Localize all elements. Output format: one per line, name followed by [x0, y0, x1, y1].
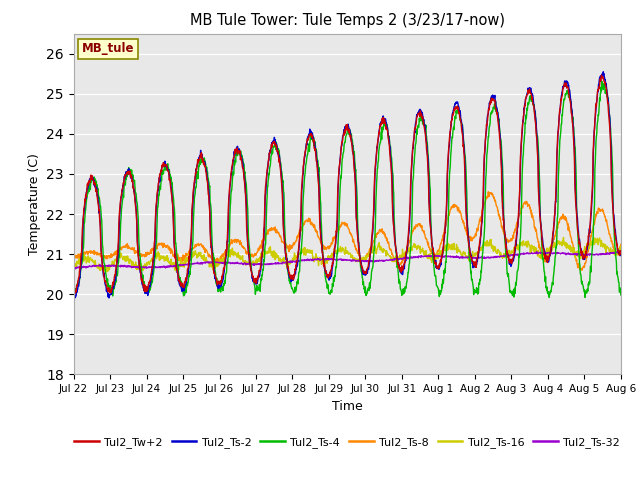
- X-axis label: Time: Time: [332, 400, 363, 413]
- Text: MB_tule: MB_tule: [82, 42, 134, 55]
- Title: MB Tule Tower: Tule Temps 2 (3/23/17-now): MB Tule Tower: Tule Temps 2 (3/23/17-now…: [189, 13, 505, 28]
- Legend: Tul2_Tw+2, Tul2_Ts-2, Tul2_Ts-4, Tul2_Ts-8, Tul2_Ts-16, Tul2_Ts-32: Tul2_Tw+2, Tul2_Ts-2, Tul2_Ts-4, Tul2_Ts…: [70, 433, 625, 453]
- Y-axis label: Temperature (C): Temperature (C): [28, 153, 40, 255]
